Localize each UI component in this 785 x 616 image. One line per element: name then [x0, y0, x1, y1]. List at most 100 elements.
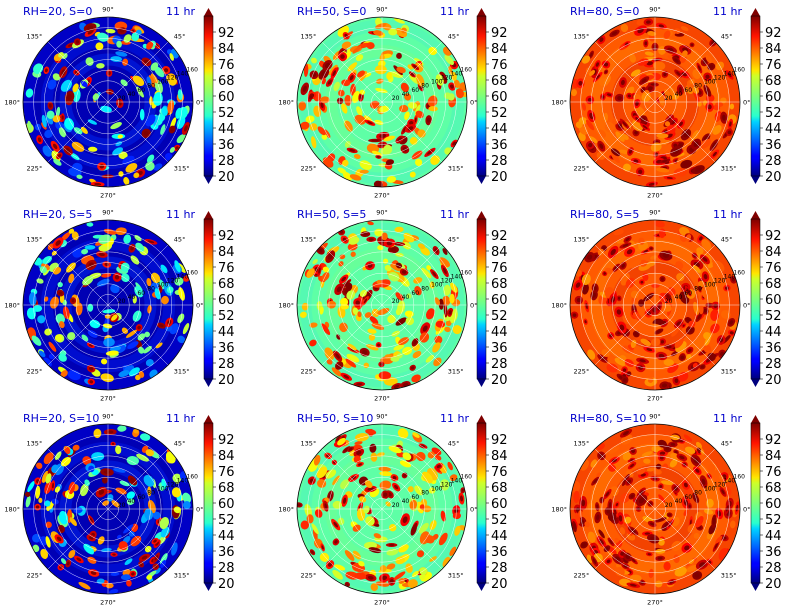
colorbar-gradient: [751, 16, 760, 176]
heat-blob: [78, 581, 91, 590]
heat-blob: [655, 167, 670, 173]
angle-tick-label: 0°: [743, 302, 750, 310]
heat-blob: [115, 227, 127, 236]
radial-tick-label: 100: [431, 79, 443, 86]
heat-blob: [707, 463, 716, 472]
panel: RH=50, S=5 11 hr2040608010012014016090°45…: [278, 208, 507, 403]
heat-blob: [650, 255, 658, 260]
heat-blob: [344, 550, 355, 561]
colorbar-tick-label: 76: [491, 465, 508, 480]
colorbar-tick-label: 52: [218, 513, 235, 528]
heat-blob: [439, 257, 450, 268]
heat-blob: [391, 330, 400, 337]
angle-tick-label: 315°: [721, 571, 737, 579]
radial-tick-label: 120: [167, 75, 179, 82]
heat-blob: [676, 508, 685, 520]
heat-blob: [80, 483, 89, 497]
heat-blob: [352, 45, 362, 54]
angle-tick-label: 0°: [196, 506, 203, 514]
colorbar-tick-label: 68: [491, 277, 508, 292]
angle-tick-label: 270°: [647, 599, 663, 607]
time-label: 11 hr: [713, 412, 742, 425]
radial-tick-label: 60: [411, 87, 419, 94]
angle-tick-label: 45°: [721, 33, 733, 41]
heat-blob: [452, 325, 462, 335]
heat-blob: [647, 376, 654, 383]
heat-blob: [398, 544, 409, 553]
colorbar-tick-label: 36: [218, 341, 235, 356]
heat-blob: [403, 232, 415, 243]
heat-blob: [394, 226, 404, 233]
angle-tick-label: 180°: [551, 99, 567, 107]
angle-tick-label: 315°: [448, 571, 464, 579]
heat-blob: [45, 473, 52, 484]
heat-blob: [629, 259, 642, 269]
radial-tick-label: 160: [461, 270, 473, 277]
heat-blob: [344, 94, 352, 106]
heat-blob: [314, 509, 323, 518]
heat-blob: [416, 550, 425, 558]
heat-blob: [671, 328, 680, 337]
heat-blob: [686, 354, 692, 359]
heat-blob: [688, 320, 696, 328]
heat-blob: [715, 61, 725, 71]
heat-blob: [112, 147, 124, 156]
heat-blob: [306, 514, 314, 524]
heat-blob: [590, 459, 598, 468]
angle-tick-label: 90°: [376, 413, 388, 421]
heat-blob: [676, 500, 683, 511]
heat-blob: [143, 475, 155, 487]
heat-blob: [636, 466, 646, 475]
heat-blob: [168, 76, 178, 86]
angle-tick-label: 135°: [27, 440, 43, 448]
angle-tick-label: 45°: [721, 440, 733, 448]
heat-blob: [145, 114, 156, 127]
heat-blob: [338, 89, 345, 97]
radial-tick-label: 120: [167, 482, 179, 489]
heat-blob: [313, 105, 322, 117]
grid-spoke: [321, 101, 383, 163]
colorbar-tick-label: 76: [218, 465, 235, 480]
colorbar-tick-label: 68: [765, 277, 782, 292]
angle-tick-label: 180°: [4, 302, 20, 310]
heat-blob: [674, 566, 687, 577]
heat-blob: [396, 66, 406, 74]
heat-blob: [309, 339, 317, 347]
panel: RH=80, S=5 11 hr2040608010012014016090°45…: [551, 208, 781, 403]
colorbar-tick-label: 60: [765, 293, 782, 308]
heat-blob: [133, 172, 140, 179]
heat-blob: [415, 110, 424, 119]
heat-blob: [174, 260, 181, 273]
heat-blob: [366, 42, 375, 50]
angle-tick-label: 315°: [721, 367, 737, 375]
colorbar-tick-label: 92: [218, 229, 235, 244]
colorbar-tick-label: 92: [765, 229, 782, 244]
heat-blob: [107, 494, 114, 502]
angle-tick-label: 270°: [374, 395, 390, 403]
heat-blob: [132, 310, 142, 322]
radial-tick-label: 100: [704, 79, 716, 86]
colorbar-tick-label: 92: [218, 26, 235, 41]
heat-blob: [374, 65, 387, 75]
radial-tick-label: 20: [392, 298, 400, 305]
heat-blob: [150, 62, 159, 71]
heat-blob: [379, 471, 393, 477]
colorbar-tick-label: 36: [765, 341, 782, 356]
heat-blob: [395, 556, 406, 565]
heat-blob: [145, 161, 155, 171]
heat-blob: [67, 370, 81, 381]
radial-tick-label: 140: [724, 71, 736, 78]
grid-spoke: [321, 41, 383, 103]
heat-blob: [654, 220, 665, 228]
heat-blob: [669, 459, 678, 468]
colorbar-tick-label: 84: [765, 42, 782, 57]
heat-blob: [146, 574, 153, 580]
heat-blob: [389, 71, 404, 78]
colorbar-tick-label: 52: [491, 106, 508, 121]
colorbar-tick-label: 60: [491, 90, 508, 105]
heat-blob: [28, 292, 37, 306]
heat-blob: [60, 558, 67, 565]
heat-blob: [33, 63, 44, 74]
colorbar-tick-label: 20: [765, 577, 782, 592]
heat-blob: [404, 111, 410, 120]
